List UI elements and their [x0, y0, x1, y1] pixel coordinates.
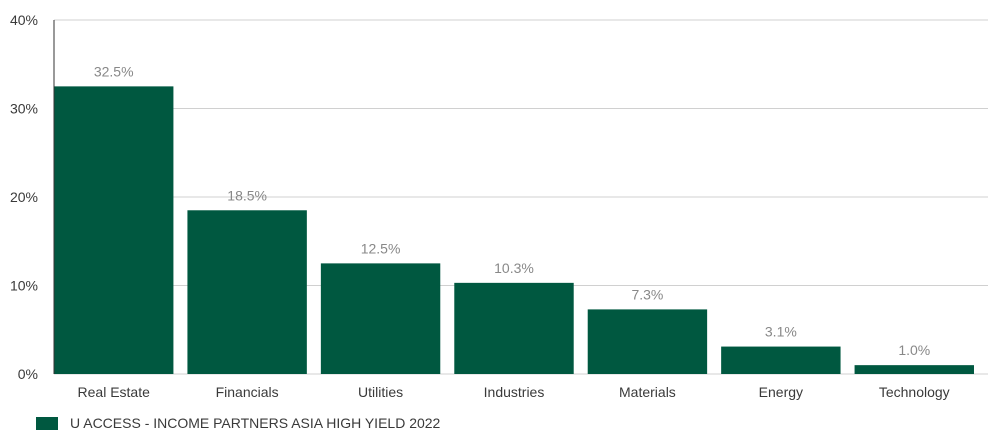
bar [854, 365, 974, 374]
bars [54, 86, 974, 374]
legend: U ACCESS - INCOME PARTNERS ASIA HIGH YIE… [36, 414, 440, 432]
x-category-label: Financials [216, 384, 279, 400]
data-label: 7.3% [631, 286, 663, 302]
x-category-label: Technology [879, 384, 950, 400]
bar [454, 282, 574, 374]
x-category-label: Industries [484, 384, 545, 400]
data-label: 12.5% [361, 240, 401, 256]
y-tick-label: 40% [10, 12, 38, 28]
y-tick-label: 20% [10, 189, 38, 205]
y-tick-label: 10% [10, 278, 38, 294]
data-label: 1.0% [898, 342, 930, 358]
bar [587, 309, 708, 374]
bar [187, 210, 307, 374]
data-label: 18.5% [227, 187, 267, 203]
bar [54, 86, 174, 374]
x-category-label: Real Estate [78, 384, 151, 400]
y-axis-ticks: 0% 10% 20% 30% 40% [10, 12, 38, 382]
data-label: 3.1% [765, 324, 797, 340]
x-category-label: Utilities [358, 384, 403, 400]
bar [721, 346, 841, 374]
x-category-label: Energy [759, 384, 803, 400]
data-labels: 32.5% 18.5% 12.5% 10.3% 7.3% 3.1% 1.0% [94, 63, 930, 358]
legend-swatch [36, 416, 58, 430]
x-category-label: Materials [619, 384, 676, 400]
data-label: 10.3% [494, 260, 534, 276]
x-axis-categories: Real Estate Financials Utilities Industries… [78, 384, 950, 400]
y-tick-label: 0% [18, 366, 38, 382]
y-tick-label: 30% [10, 101, 38, 117]
legend-label: U ACCESS - INCOME PARTNERS ASIA HIGH YIE… [70, 415, 441, 431]
data-label: 32.5% [94, 63, 134, 79]
bar [320, 263, 441, 374]
